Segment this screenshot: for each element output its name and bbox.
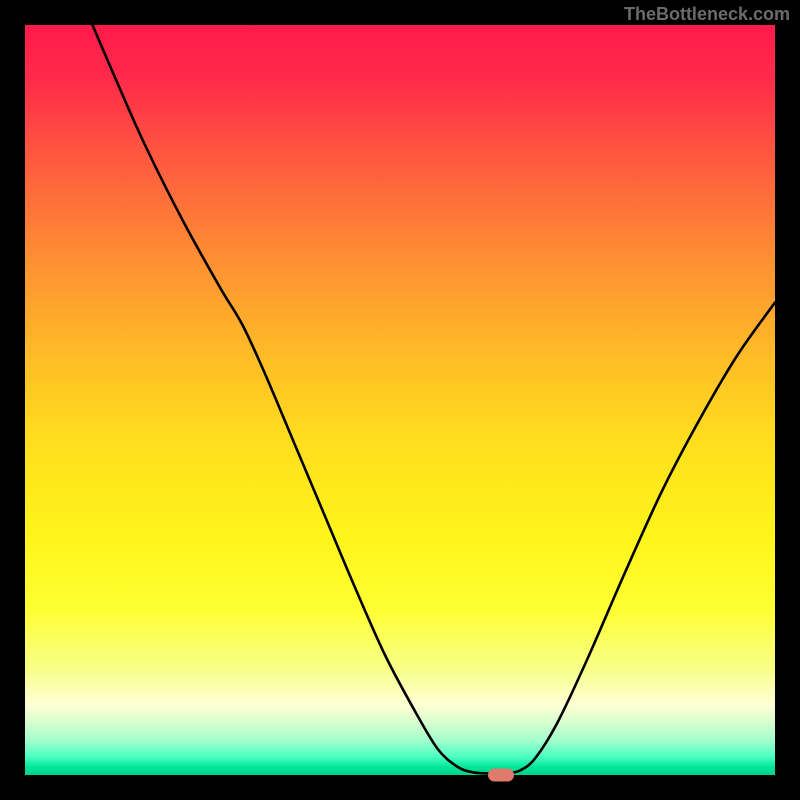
optimal-point-marker: [488, 769, 514, 782]
gradient-background: [25, 25, 775, 775]
plot-area: [25, 25, 775, 775]
bottleneck-curve-chart: [25, 25, 775, 775]
chart-frame: TheBottleneck.com: [0, 0, 800, 800]
watermark-text: TheBottleneck.com: [624, 4, 790, 25]
